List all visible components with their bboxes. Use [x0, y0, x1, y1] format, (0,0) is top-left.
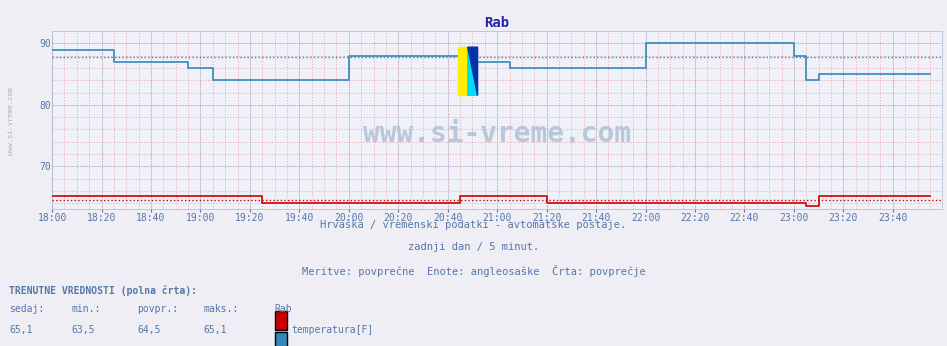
Title: Rab: Rab [485, 16, 509, 30]
Bar [458, 47, 468, 95]
Text: povpr.:: povpr.: [137, 304, 178, 315]
Text: maks.:: maks.: [204, 304, 239, 315]
Text: min.:: min.: [71, 304, 100, 315]
Text: 64,5: 64,5 [137, 325, 161, 335]
Text: TRENUTNE VREDNOSTI (polna črta):: TRENUTNE VREDNOSTI (polna črta): [9, 285, 198, 296]
Polygon shape [468, 47, 477, 95]
Text: 65,1: 65,1 [204, 325, 227, 335]
Text: 63,5: 63,5 [71, 325, 95, 335]
Text: 65,1: 65,1 [9, 325, 33, 335]
Text: zadnji dan / 5 minut.: zadnji dan / 5 minut. [408, 242, 539, 252]
Polygon shape [468, 47, 477, 95]
Text: www.si-vreme.com: www.si-vreme.com [8, 87, 13, 155]
Text: Meritve: povprečne  Enote: angleosaške  Črta: povprečje: Meritve: povprečne Enote: angleosaške Čr… [302, 265, 645, 277]
Text: Rab: Rab [275, 304, 293, 315]
Text: www.si-vreme.com: www.si-vreme.com [364, 120, 631, 148]
Text: sedaj:: sedaj: [9, 304, 45, 315]
Text: temperatura[F]: temperatura[F] [292, 325, 374, 335]
Text: Hrvaška / vremenski podatki - avtomatske postaje.: Hrvaška / vremenski podatki - avtomatske… [320, 220, 627, 230]
